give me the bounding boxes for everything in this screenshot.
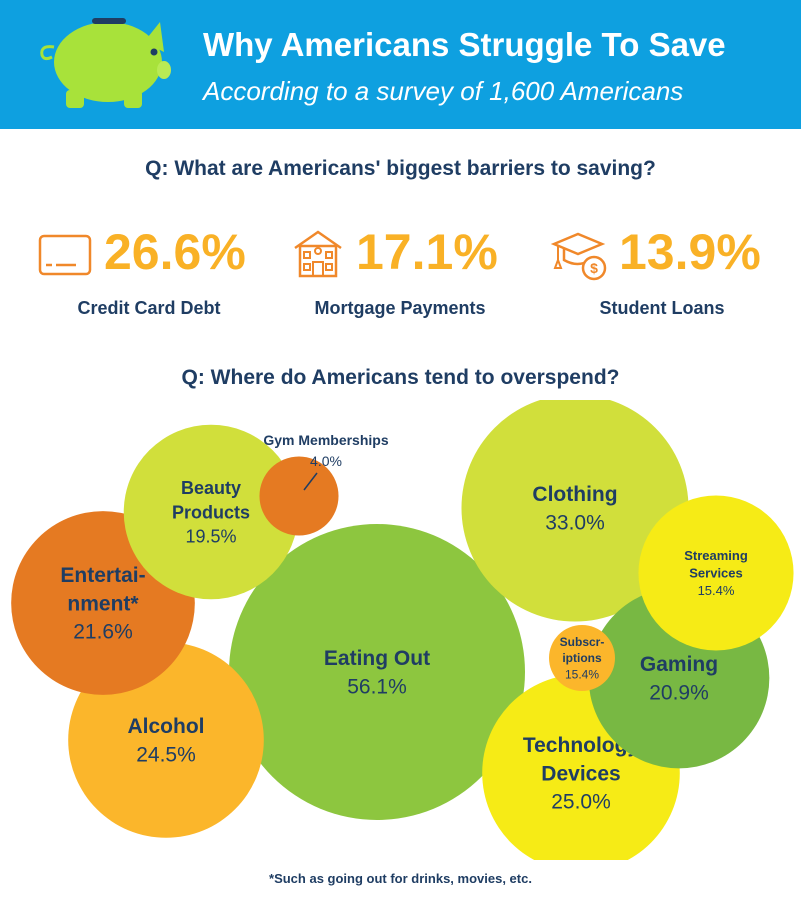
bubble-subscriptions: Subscr-iptions 15.4% [549,625,615,691]
bubble-label-eating-out: Eating Out [324,647,430,670]
header-banner: Why Americans Struggle To Save According… [0,0,801,129]
bubble-value-subscriptions: 15.4% [565,667,599,681]
bubble-label-subscriptions: Subscr- [560,635,605,649]
bubble-gym-memberships: Gym Memberships 4.0% [259,432,389,536]
bubble-label-gym-memberships: Gym Memberships [263,432,388,448]
footnote: *Such as going out for drinks, movies, e… [269,871,532,886]
bubble-eating-out: Eating Out 56.1% [229,524,525,820]
bubble-value-technology-devices: 25.0% [551,791,611,814]
bubble-value-alcohol: 24.5% [136,744,196,767]
bubble-circle-clothing [461,400,689,622]
bubble-circle-subscriptions [549,625,615,691]
bubble-value-streaming-services: 15.4% [698,583,735,598]
bubble-streaming-services: Streaming Services 15.4% [638,495,794,651]
page-subtitle: According to a survey of 1,600 Americans [203,76,684,106]
barriers-question: Q: What are Americans' biggest barriers … [145,157,656,180]
mortgage-payments-label: Mortgage Payments [314,298,486,318]
mortgage-payments-value: 17.1% [356,224,498,280]
overspend-question: Q: Where do Americans tend to overspend? [181,366,620,389]
bubble-label-entertainment: nment* [67,592,139,615]
bubble-label-entertainment: Entertai- [60,564,145,587]
bubble-circle-streaming-services [638,495,794,651]
bubble-value-entertainment: 21.6% [73,621,133,644]
bubble-label-streaming-services: Streaming [684,548,748,563]
student-loans-label: Student Loans [599,298,725,318]
bubble-label-beauty-products: Products [172,502,250,522]
house-icon [294,230,342,278]
bubble-label-technology-devices: Technology [523,734,640,757]
bubble-value-gym-memberships: 4.0% [310,453,342,469]
page-title: Why Americans Struggle To Save [203,26,726,63]
credit-card-icon [38,234,92,276]
bubble-value-clothing: 33.0% [545,512,605,535]
bubble-label-beauty-products: Beauty [181,478,241,498]
graduation-cap-icon: $ [550,232,607,281]
bubble-value-gaming: 20.9% [649,682,709,705]
bubble-circle-beauty-products [123,424,299,600]
bubble-label-clothing: Clothing [532,483,617,506]
svg-text:$: $ [590,260,598,276]
bubble-label-alcohol: Alcohol [128,715,205,738]
bubble-label-technology-devices: Devices [541,762,620,785]
credit-card-debt-label: Credit Card Debt [77,298,221,318]
bubble-value-eating-out: 56.1% [347,676,407,699]
bubble-label-subscriptions: iptions [562,651,602,665]
piggy-bank-icon [40,18,171,108]
bubble-circle-gym-memberships [259,456,339,536]
bubble-circle-eating-out [229,524,525,820]
bubble-label-streaming-services: Services [689,566,743,581]
student-loans-value: 13.9% [619,224,761,280]
credit-card-debt-value: 26.6% [104,224,246,280]
bubble-value-beauty-products: 19.5% [185,527,236,547]
gym-leader-line [303,472,318,491]
bubble-clothing: Clothing 33.0% [461,400,689,622]
bubble-label-gaming: Gaming [640,653,718,676]
bubble-beauty-products: Beauty Products 19.5% [123,424,299,600]
overspend-bubble-chart: Eating Out 56.1% Clothing 33.0% Technology De… [11,400,794,860]
